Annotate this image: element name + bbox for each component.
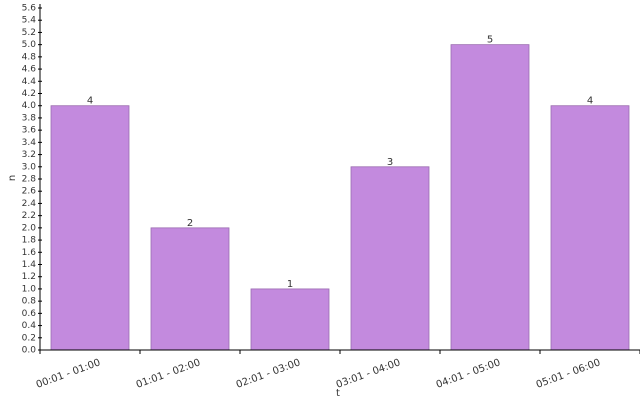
y-tick-label: 2.0: [22, 223, 37, 233]
x-tick-label: 04:01 - 05:00: [435, 357, 502, 390]
bar: [350, 166, 430, 351]
y-tick-label: 4.0: [22, 101, 37, 111]
y-axis-label: n: [7, 175, 18, 181]
x-tick-label: 05:01 - 06:00: [535, 357, 602, 390]
data-label: 2: [187, 218, 193, 229]
bar: [250, 288, 330, 351]
y-tick-label: 0.2: [22, 333, 36, 343]
y-tick-label: 3.0: [22, 162, 37, 172]
y-tick-label: 0.4: [22, 321, 37, 331]
y-tick-label: 1.8: [22, 236, 37, 246]
data-label: 3: [387, 157, 393, 168]
data-label: 4: [587, 96, 593, 107]
x-tick-label: 01:01 - 02:00: [135, 357, 202, 390]
y-tick-label: 4.2: [22, 89, 36, 99]
y-tick-label: 4.8: [22, 52, 37, 62]
data-label: 4: [87, 96, 93, 107]
y-tick-label: 0.0: [22, 346, 37, 356]
x-axis-label: t: [336, 388, 340, 399]
y-tick-label: 5.2: [22, 28, 36, 38]
data-label: 1: [287, 279, 293, 290]
data-label: 5: [487, 35, 493, 46]
bar: [50, 105, 130, 351]
y-tick-label: 1.4: [22, 260, 37, 270]
x-tick-label: 00:01 - 01:00: [35, 357, 102, 390]
y-tick-label: 2.4: [22, 199, 37, 209]
y-tick-label: 3.4: [22, 138, 37, 148]
y-tick-label: 1.6: [22, 248, 37, 258]
y-tick-label: 3.2: [22, 150, 36, 160]
y-tick-label: 2.8: [22, 175, 37, 185]
y-tick-label: 0.8: [22, 297, 37, 307]
y-tick-label: 5.4: [22, 16, 37, 26]
y-tick-label: 0.6: [22, 309, 37, 319]
y-tick-label: 5.0: [22, 40, 37, 50]
x-tick-label: 03:01 - 04:00: [335, 357, 402, 390]
y-tick-label: 2.6: [22, 187, 37, 197]
bar: [150, 227, 230, 351]
y-tick-label: 1.0: [22, 284, 37, 294]
y-tick-label: 2.2: [22, 211, 36, 221]
y-tick-label: 3.6: [22, 126, 37, 136]
y-tick-label: 4.4: [22, 77, 37, 87]
bar: [550, 105, 630, 351]
bar: [450, 44, 530, 351]
y-tick-label: 3.8: [22, 113, 37, 123]
x-tick-label: 02:01 - 03:00: [235, 357, 302, 390]
y-tick-label: 4.6: [22, 65, 37, 75]
y-tick-label: 5.6: [22, 4, 37, 14]
y-tick-label: 1.2: [22, 272, 36, 282]
